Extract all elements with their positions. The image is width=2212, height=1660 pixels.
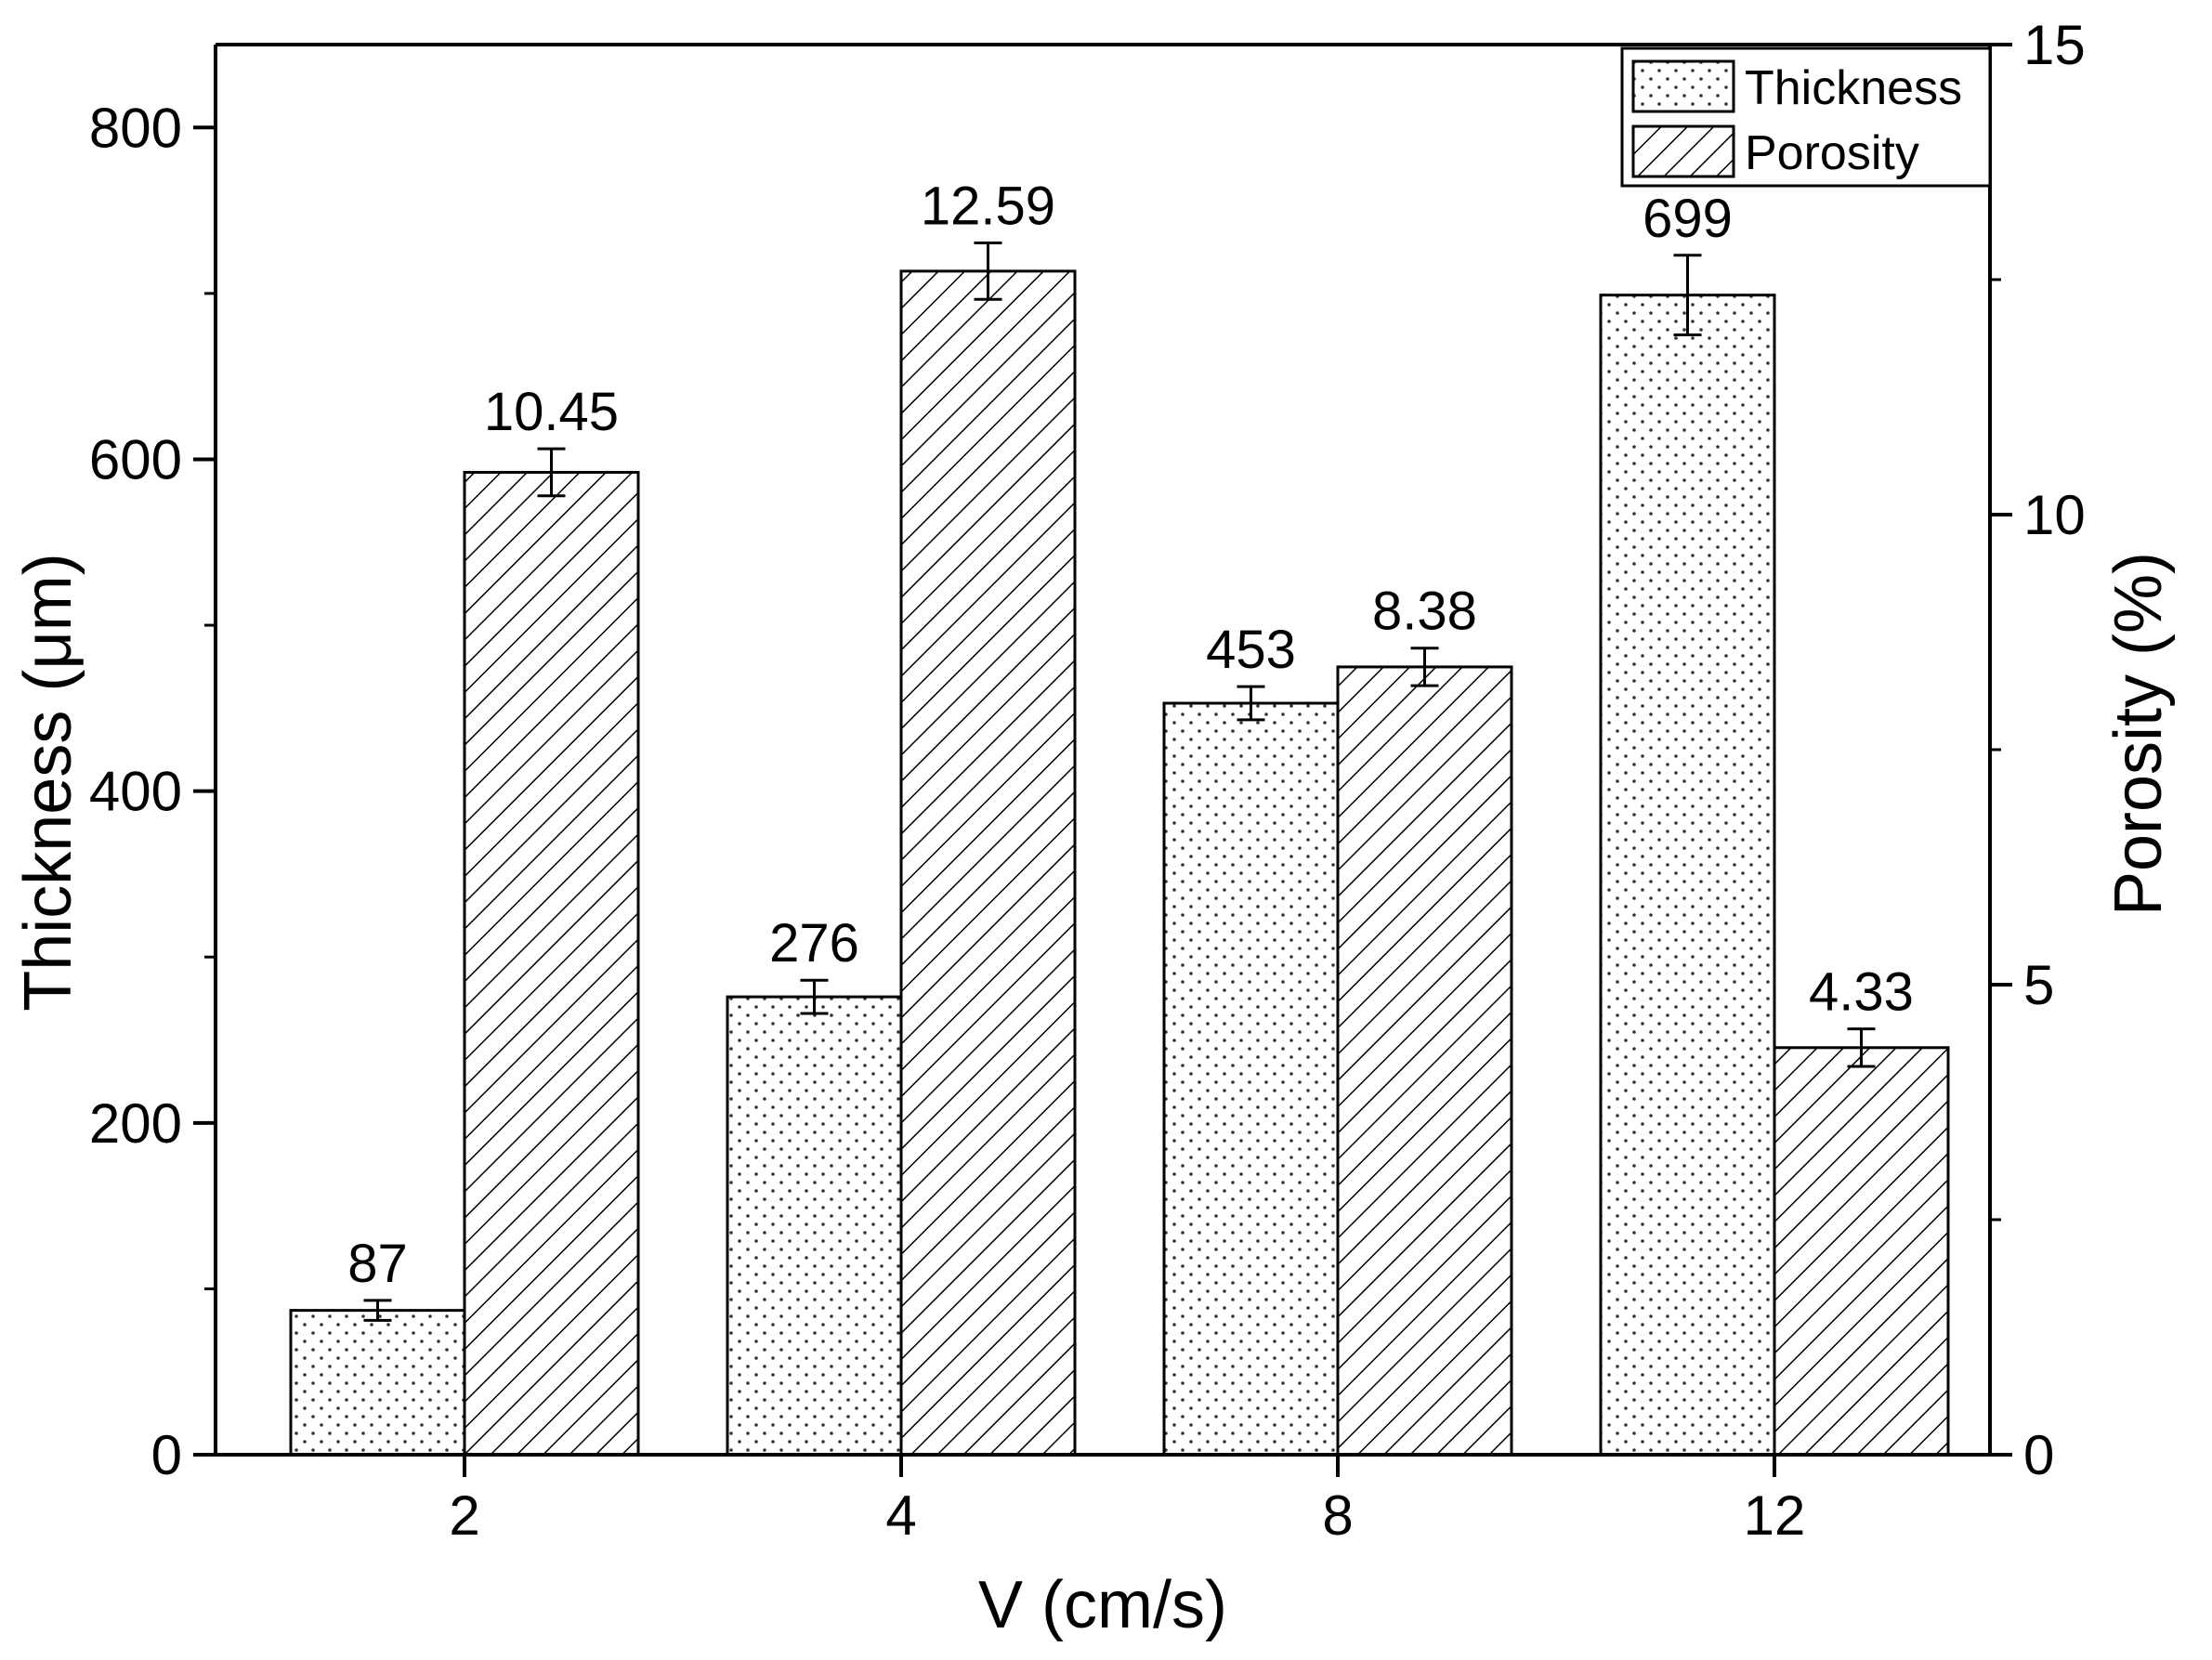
bar-porosity-4: [899, 269, 1077, 1457]
bar-thickness-4: [726, 995, 903, 1457]
data-label-thickness-12: 699: [1643, 189, 1733, 249]
y-right-tick-label-10: 10: [2023, 484, 2086, 546]
bar-porosity-2: [463, 470, 640, 1457]
bar-thickness-12: [1599, 294, 1776, 1457]
data-label-thickness-2: 87: [347, 1234, 408, 1294]
bar-porosity-12: [1773, 1046, 1950, 1457]
data-label-porosity-4: 12.59: [921, 176, 1055, 237]
y-right-tick-label-15: 15: [2023, 14, 2086, 76]
legend-label-thickness: Thickness: [1745, 61, 1962, 115]
y-left-tick-label-600: 600: [89, 428, 182, 490]
x-tick-label-8: 8: [1322, 1484, 1353, 1547]
data-label-porosity-12: 4.33: [1809, 962, 1914, 1023]
y-left-tick-label-0: 0: [151, 1424, 182, 1486]
y-axis-left-title: Thickness (μm): [11, 553, 85, 1012]
legend-swatch-thickness: [1631, 59, 1735, 113]
data-label-porosity-2: 10.45: [484, 382, 619, 442]
legend-label-porosity: Porosity: [1745, 126, 1919, 180]
bar-thickness-2: [289, 1309, 466, 1457]
bar-thickness-8: [1162, 701, 1340, 1457]
bar-porosity-8: [1336, 665, 1513, 1457]
x-axis-title: V (cm/s): [978, 1568, 1227, 1642]
data-label-thickness-8: 453: [1206, 620, 1296, 680]
legend-swatch-porosity: [1631, 124, 1735, 178]
y-right-tick-label-5: 5: [2023, 954, 2054, 1016]
y-left-tick-label-400: 400: [89, 761, 182, 823]
data-label-thickness-4: 276: [769, 913, 859, 974]
y-left-tick-label-800: 800: [89, 97, 182, 159]
y-right-tick-label-0: 0: [2023, 1424, 2054, 1486]
x-tick-label-12: 12: [1744, 1484, 1806, 1547]
y-left-tick-label-200: 200: [89, 1092, 182, 1155]
x-tick-label-2: 2: [449, 1484, 479, 1547]
x-tick-label-4: 4: [885, 1484, 916, 1547]
data-label-porosity-8: 8.38: [1372, 582, 1477, 642]
y-axis-right-title: Porosity (%): [2101, 552, 2176, 916]
